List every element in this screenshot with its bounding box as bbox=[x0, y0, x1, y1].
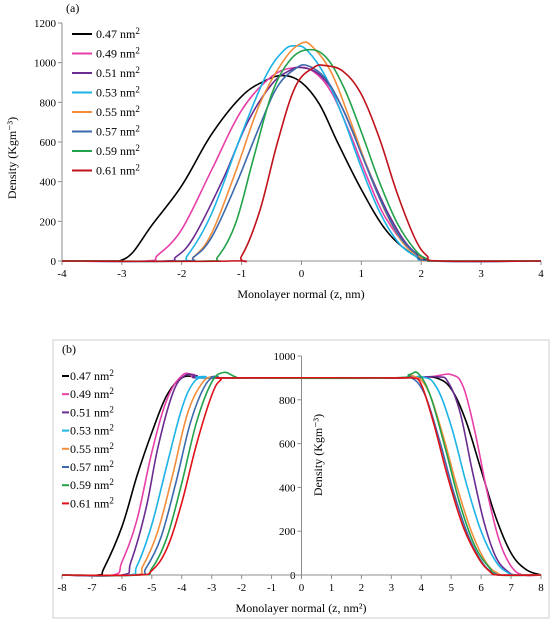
panel-a-legend-item: 0.49 nm2 bbox=[72, 46, 140, 61]
panel-a-legend-item: 0.59 nm2 bbox=[72, 143, 140, 158]
panel-a-series-line bbox=[61, 64, 542, 263]
panel-b-x-tick-label: 3 bbox=[389, 582, 395, 594]
panel-a-legend-label: 0.53 nm2 bbox=[96, 85, 140, 100]
panel-b-legend-item: 0.49 nm2 bbox=[62, 386, 114, 401]
panel-a-legend-label: 0.47 nm2 bbox=[96, 26, 140, 41]
panel-a-legend-item: 0.61 nm2 bbox=[72, 163, 140, 178]
panel-a-x-tick-label: 1 bbox=[359, 268, 365, 280]
panel-b-legend-label: 0.55 nm2 bbox=[70, 441, 114, 456]
panel-a-x-tick-label: -2 bbox=[177, 268, 186, 280]
panel-b-x-tick-label: -5 bbox=[147, 582, 157, 594]
panel-b-x-tick-label: -4 bbox=[177, 582, 187, 594]
panel-b-legend-item: 0.57 nm2 bbox=[62, 459, 114, 474]
chart-panel-a: (a) Density (Kgm⁻³) Monolayer normal (z,… bbox=[5, 1, 544, 301]
panel-a-y-tick-label: 800 bbox=[40, 97, 57, 109]
panel-b-y-tick-label: 600 bbox=[279, 439, 296, 451]
panel-a-legend-label: 0.61 nm2 bbox=[96, 163, 140, 178]
panel-a-x-tick-label: -4 bbox=[57, 268, 67, 280]
panel-b-legend-item: 0.53 nm2 bbox=[62, 423, 114, 438]
panel-a-legend-label: 0.51 nm2 bbox=[96, 65, 140, 80]
panel-a-x-tick-label: 4 bbox=[538, 268, 544, 280]
panel-a-x-tick-label: 0 bbox=[299, 268, 305, 280]
panel-b-y-axis-title: Density (Kgm⁻³) bbox=[311, 414, 325, 496]
panel-b-x-tick-label: 1 bbox=[329, 582, 335, 594]
panel-a-y-tick-label: 600 bbox=[40, 137, 57, 149]
panel-b-y-tick-label: 200 bbox=[279, 526, 296, 538]
panel-b-x-tick-label: 0 bbox=[299, 582, 305, 594]
panel-b-legend-label: 0.59 nm2 bbox=[70, 477, 114, 492]
panel-a-legend-label: 0.55 nm2 bbox=[96, 104, 140, 119]
panel-a-legend-item: 0.51 nm2 bbox=[72, 65, 140, 80]
panel-a-series-line bbox=[61, 64, 542, 263]
panel-a-x-tick-label: 2 bbox=[419, 268, 425, 280]
panel-b-y-tick-label: 400 bbox=[279, 482, 296, 494]
panel-b-x-axis-title: Monolayer normal (z, nm²) bbox=[236, 601, 367, 615]
panel-b-legend-item: 0.55 nm2 bbox=[62, 441, 114, 456]
panel-b-x-tick-label: -8 bbox=[57, 582, 67, 594]
panel-b-legend-item: 0.59 nm2 bbox=[62, 477, 114, 492]
panel-b-x-tick-label: 2 bbox=[359, 582, 365, 594]
panel-a-legend: 0.47 nm2 0.49 nm2 0.51 nm2 0.53 nm2 0.55 nm2… bbox=[72, 26, 140, 178]
panel-a-y-tick-label: 200 bbox=[40, 216, 57, 228]
panel-a-legend-item: 0.47 nm2 bbox=[72, 26, 140, 41]
panel-a-series-line bbox=[61, 48, 542, 263]
chart-panel-b: (b) Density (Kgm⁻³) Monolayer normal (z,… bbox=[52, 339, 550, 619]
panel-b-y-tick-label: 1000 bbox=[274, 351, 297, 363]
panel-a-legend-item: 0.57 nm2 bbox=[72, 124, 140, 139]
panel-b-series-line bbox=[61, 376, 542, 577]
panel-b-legend-item: 0.61 nm2 bbox=[62, 495, 114, 510]
panel-a-legend-item: 0.55 nm2 bbox=[72, 104, 140, 119]
panel-b-legend-item: 0.47 nm2 bbox=[62, 368, 114, 383]
panel-a-y-axis-title: Density (Kgm⁻³) bbox=[5, 117, 19, 199]
panel-b-x-tick-label: -2 bbox=[237, 582, 246, 594]
panel-a-x-tick-label: -1 bbox=[237, 268, 246, 280]
panel-a-ticks: -4 -3 -2 -1 0 1 2 3 4 0 200 400 600 800 1000 1200 bbox=[34, 18, 544, 280]
panel-b-legend-label: 0.47 nm2 bbox=[70, 368, 114, 383]
panel-b-x-tick-label: -7 bbox=[87, 582, 97, 594]
panel-b-ticks: -8 -7 -6 -5 -4 -3 -2 -1 0 1 2 3 4 5 6 7 8 0 200 400 600 800 10… bbox=[57, 351, 544, 594]
panel-b-y-tick-label: 800 bbox=[279, 395, 296, 407]
panel-a-legend-label: 0.57 nm2 bbox=[96, 124, 140, 139]
panel-b-x-tick-label: -6 bbox=[117, 582, 127, 594]
panel-a-series-lines bbox=[61, 41, 542, 263]
panel-b-legend-label: 0.51 nm2 bbox=[70, 404, 114, 419]
panel-a-y-tick-label: 0 bbox=[51, 256, 57, 268]
panel-b-series-lines bbox=[61, 371, 542, 577]
panel-b-label: (b) bbox=[62, 342, 76, 356]
panel-a-x-tick-label: 3 bbox=[478, 268, 484, 280]
panel-b-frame bbox=[52, 339, 550, 619]
panel-a-legend-item: 0.53 nm2 bbox=[72, 85, 140, 100]
panel-a-label: (a) bbox=[66, 1, 79, 15]
panel-b-x-tick-label: 4 bbox=[419, 582, 425, 594]
panel-a-y-tick-label: 400 bbox=[40, 177, 57, 189]
panel-a-x-tick-label: -3 bbox=[117, 268, 127, 280]
panel-a-series-line bbox=[61, 44, 542, 263]
panel-a-x-axis-title: Monolayer normal (z, nm) bbox=[237, 287, 364, 301]
panel-b-x-tick-label: -3 bbox=[207, 582, 217, 594]
panel-b-legend-label: 0.61 nm2 bbox=[70, 495, 114, 510]
panel-b-x-tick-label: 6 bbox=[478, 582, 484, 594]
panel-b-legend-label: 0.49 nm2 bbox=[70, 386, 114, 401]
panel-b-x-tick-label: 5 bbox=[448, 582, 454, 594]
panel-b-x-tick-label: 8 bbox=[538, 582, 544, 594]
panel-b-y-tick-label: 0 bbox=[290, 570, 296, 582]
panel-b-legend: 0.47 nm2 0.49 nm2 0.51 nm2 0.53 nm2 0.55 nm2… bbox=[62, 368, 114, 510]
panel-a-legend-label: 0.59 nm2 bbox=[96, 143, 140, 158]
panel-b-x-tick-label: -1 bbox=[267, 582, 276, 594]
panel-b-legend-label: 0.57 nm2 bbox=[70, 459, 114, 474]
panel-a-legend-label: 0.49 nm2 bbox=[96, 46, 140, 61]
panel-a-y-tick-label: 1000 bbox=[34, 58, 57, 70]
panel-b-legend-item: 0.51 nm2 bbox=[62, 404, 114, 419]
panel-b-legend-label: 0.53 nm2 bbox=[70, 423, 114, 438]
panel-b-x-tick-label: 7 bbox=[508, 582, 514, 594]
panel-a-y-tick-label: 1200 bbox=[34, 18, 57, 30]
